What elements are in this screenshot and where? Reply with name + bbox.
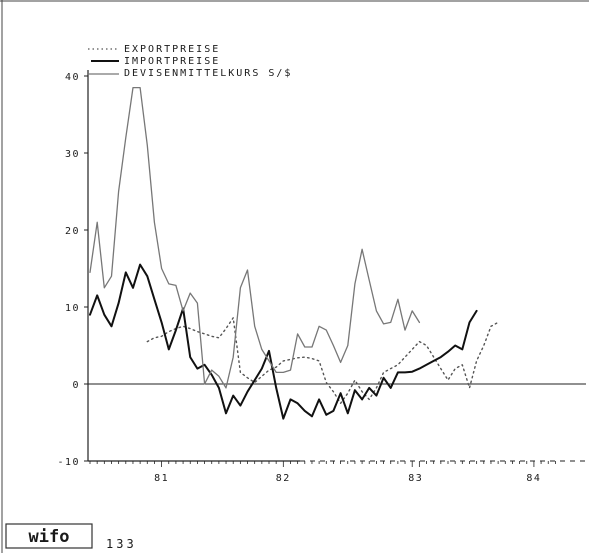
y-tick-label: 40 xyxy=(65,72,80,83)
legend-label-devisenmittelkurs: DEVISENMITTELKURS S/$ xyxy=(124,68,292,79)
page-number: 133 xyxy=(106,537,137,551)
x-axis: 81 82 83 84 xyxy=(88,460,586,484)
x-tick-label: 81 xyxy=(154,473,169,484)
wifo-logo-frame xyxy=(5,523,93,549)
series-line-devisenmittelkurs-s xyxy=(89,86,421,389)
wifo-logo-text: wifo xyxy=(29,527,70,547)
legend-label-importpreise: IMPORTPREISE xyxy=(124,56,220,67)
y-axis: -10 0 10 20 30 40 xyxy=(57,70,89,468)
y-tick-label: -10 xyxy=(57,457,80,468)
wifo-logo: wifo xyxy=(5,523,93,549)
x-tick-label: 83 xyxy=(408,473,423,484)
series-line-importpreise xyxy=(89,263,478,420)
x-tick-label: 84 xyxy=(526,473,541,484)
y-tick-label: 20 xyxy=(65,226,80,237)
x-tick-label: 82 xyxy=(276,473,291,484)
y-tick-label: 10 xyxy=(65,303,80,314)
y-tick-label: 0 xyxy=(72,380,80,391)
legend: EXPORTPREISE IMPORTPREISE DEVISENMITTELK… xyxy=(88,44,292,79)
legend-label-exportpreise: EXPORTPREISE xyxy=(124,44,220,55)
y-tick-label: 30 xyxy=(65,149,80,160)
series-layer xyxy=(89,86,499,420)
